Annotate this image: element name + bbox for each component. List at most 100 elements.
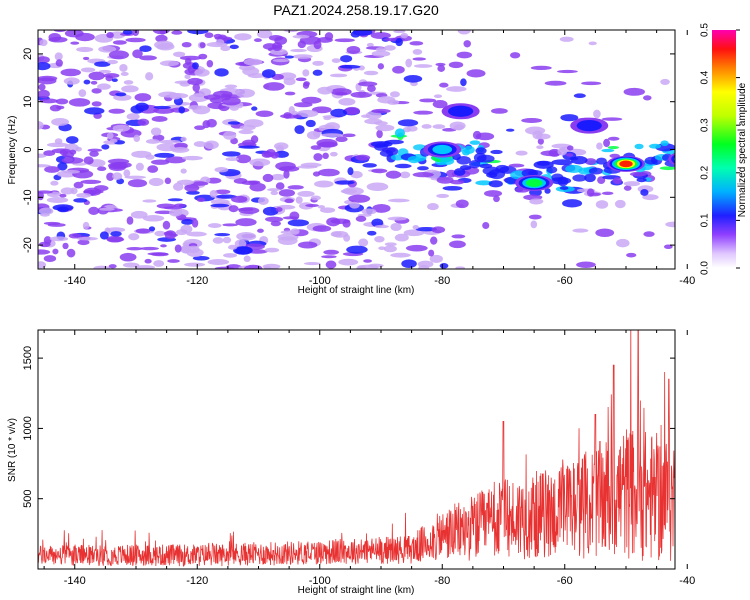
spectrogram-cell — [449, 121, 466, 131]
spectrogram-cell — [80, 179, 102, 185]
spectrogram-cell — [78, 89, 87, 98]
spectrogram-cell — [220, 45, 231, 52]
spectrogram-cell — [228, 205, 239, 213]
spectrogram-cell — [156, 203, 176, 209]
spectrogram-cell — [596, 142, 603, 150]
spectrogram-y-tick-label: 10 — [22, 96, 34, 108]
spectrogram-hotspot — [671, 154, 675, 164]
spectrogram-cell — [623, 87, 645, 96]
spectrogram-cell — [145, 72, 154, 81]
spectrogram-cell — [194, 68, 210, 77]
spectrogram-cell — [133, 134, 141, 143]
spectrogram-cell — [55, 98, 69, 105]
spectrogram-cell — [284, 55, 294, 59]
spectrogram-cell — [393, 30, 406, 34]
spectrogram-cell — [51, 118, 69, 126]
spectrogram-cell — [106, 132, 114, 140]
spectrogram-cell — [52, 204, 74, 211]
spectrogram-hotspot — [680, 155, 695, 162]
spectrogram-cell — [212, 237, 224, 244]
spectrogram-cell — [377, 63, 385, 70]
spectrogram-cell — [125, 37, 146, 43]
spectrogram-cell — [322, 152, 329, 160]
spectrogram-cell — [107, 59, 119, 65]
spectrogram-cell — [346, 46, 361, 54]
spectrogram-cell — [108, 264, 117, 269]
spectrogram-cell — [59, 193, 67, 198]
spectrogram-cell — [257, 197, 269, 205]
colorbar-tick-label: 0.1 — [700, 213, 711, 227]
spectrogram-cell — [290, 228, 300, 235]
spectrogram-cell — [326, 217, 341, 227]
spectrogram-cell — [640, 189, 649, 196]
spectrogram-cell — [210, 203, 230, 208]
spectrogram-cell — [39, 98, 58, 104]
spectrogram-cell — [186, 231, 207, 237]
spectrogram-cell — [390, 223, 402, 232]
spectrogram-hotspot — [619, 160, 633, 168]
chart-title: PAZ1.2024.258.19.17.G20 — [273, 2, 439, 18]
spectrogram-cell — [148, 226, 156, 232]
spectrogram-cell — [111, 78, 118, 83]
spectrogram-cell — [536, 145, 544, 150]
spectrogram-cell — [375, 47, 387, 52]
spectrogram-cell — [257, 228, 264, 233]
spectrogram-cell — [581, 81, 602, 86]
spectrogram-cell — [73, 181, 84, 189]
spectrogram-cell — [154, 230, 166, 237]
spectrogram-cell — [313, 40, 322, 50]
spectrogram-cell — [387, 198, 410, 203]
spectrogram-cell — [347, 167, 354, 176]
spectrogram-cell — [551, 143, 572, 149]
spectrogram-cell — [292, 54, 313, 59]
spectrogram-cell — [565, 153, 574, 157]
spectrogram-cell — [38, 164, 51, 168]
spectrogram-cell — [235, 154, 252, 164]
spectrogram-cell — [99, 231, 109, 240]
spectrogram-cell — [160, 244, 167, 248]
spectrogram-cell — [365, 111, 382, 120]
spectrogram-cell — [257, 30, 273, 39]
spectrogram-cell — [321, 255, 337, 259]
spectrogram-cell — [544, 80, 567, 86]
spectrogram-cell — [557, 69, 578, 74]
spectrogram-ridge-cell — [528, 169, 543, 177]
snr-x-tick-label: -120 — [186, 575, 208, 587]
spectrogram-cell — [215, 194, 237, 199]
spectrogram-cell — [80, 67, 96, 73]
spectrogram-cell — [312, 225, 332, 232]
spectrogram-cell — [312, 69, 323, 76]
spectrogram-cell — [223, 131, 237, 140]
spectrogram-cell — [303, 262, 321, 266]
spectrogram-cell — [120, 71, 129, 77]
spectrogram-ridge-cell — [469, 160, 481, 169]
spectrogram-cell — [167, 259, 180, 263]
spectrogram-cell — [529, 198, 544, 205]
colorbar-tick-label: 0.5 — [700, 23, 711, 37]
spectrogram-cell — [263, 82, 285, 91]
spectrogram-cell — [413, 110, 434, 115]
spectrogram-cell — [135, 228, 151, 234]
spectrogram-cell — [202, 120, 211, 129]
spectrogram-cell — [387, 216, 407, 221]
spectrogram-cell — [296, 109, 319, 118]
spectrogram-cell — [144, 258, 152, 264]
spectrogram-cell — [203, 140, 219, 150]
spectrogram-cell — [330, 108, 348, 118]
spectrogram-cell — [112, 40, 127, 45]
spectrogram-cell — [93, 265, 111, 269]
snr-x-axis: -140 -120 -100 -80 -60 -40 — [43, 330, 695, 587]
spectrogram-cell — [493, 195, 500, 203]
spectrogram-cell — [153, 105, 171, 109]
spectrogram-cell — [84, 107, 105, 115]
spectrogram-cell — [88, 71, 105, 81]
spectrogram-cell — [249, 182, 266, 192]
spectrogram-cell — [122, 262, 140, 268]
spectrogram-cell — [119, 252, 137, 262]
spectrogram-cell — [475, 147, 487, 155]
spectrogram-cell — [253, 38, 262, 43]
spectrogram-cell — [413, 64, 433, 68]
spectrogram-cell — [643, 95, 652, 101]
spectrogram-cell — [106, 172, 115, 182]
